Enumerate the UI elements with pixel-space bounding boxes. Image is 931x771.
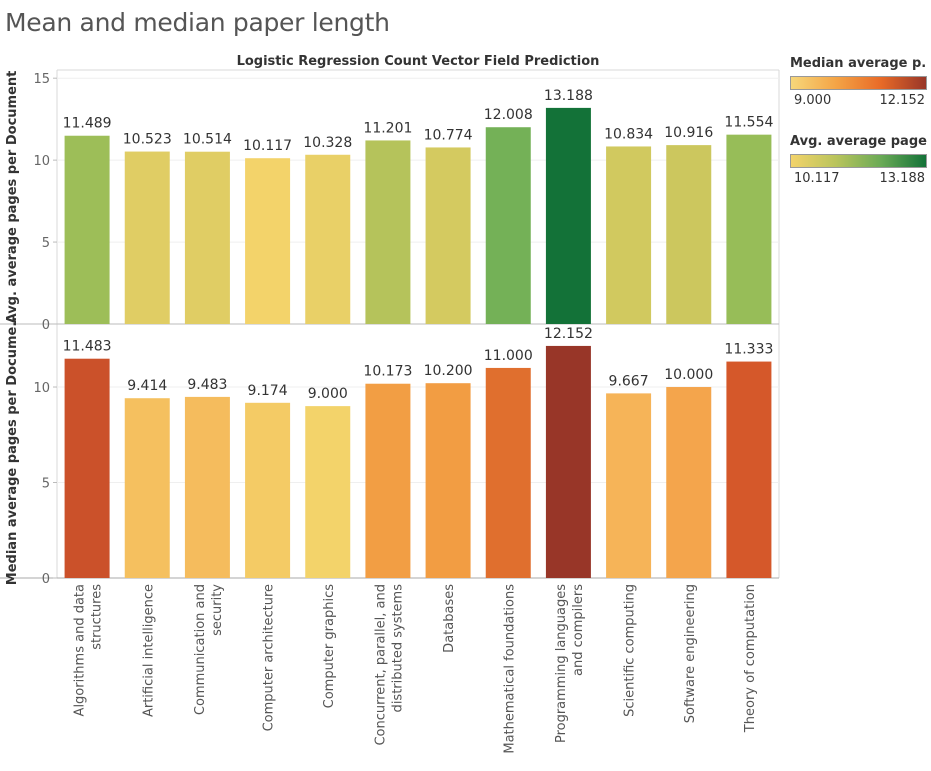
- x-category-label: Databases: [442, 584, 457, 653]
- bar-value-label: 11.333: [724, 342, 773, 358]
- bar-value-label: 10.117: [243, 138, 292, 154]
- bar: [64, 135, 110, 324]
- y-tick-label: 10: [33, 154, 50, 169]
- x-category-label: Computer graphics: [322, 584, 337, 709]
- bar-value-label: 13.188: [544, 88, 593, 104]
- bar-value-label: 11.201: [363, 120, 412, 136]
- bar-value-label: 10.834: [604, 126, 653, 142]
- bar: [726, 134, 772, 324]
- bar-value-label: 11.554: [724, 115, 773, 131]
- bar-value-label: 9.000: [308, 386, 348, 402]
- bar-value-label: 10.514: [183, 132, 232, 148]
- bar-value-label: 11.000: [484, 348, 533, 364]
- bar: [184, 396, 230, 578]
- legend-median-max: 12.152: [879, 93, 926, 108]
- bar-value-label: 10.916: [664, 125, 713, 141]
- legend-average-title: Avg. average page..: [790, 134, 927, 149]
- bar: [305, 154, 351, 324]
- legend-median-title: Median average p..: [790, 56, 927, 71]
- bar-value-label: 10.328: [303, 135, 352, 151]
- bar: [606, 146, 652, 324]
- bar-value-label: 9.483: [187, 377, 227, 393]
- bar-value-label: 10.523: [123, 132, 172, 148]
- x-category-label: Mathematical foundations: [502, 584, 517, 754]
- bar-value-label: 10.173: [363, 364, 412, 380]
- bar: [485, 127, 531, 324]
- bar: [545, 345, 591, 578]
- legend-average-gradient: [790, 154, 927, 168]
- chart-title: Logistic Regression Count Vector Field P…: [237, 54, 600, 69]
- y-tick-label: 5: [42, 236, 50, 251]
- bar-value-label: 11.489: [63, 116, 112, 132]
- bar: [726, 361, 772, 578]
- legend-average-max: 13.188: [879, 171, 926, 186]
- bar-value-label: 10.200: [424, 363, 473, 379]
- x-category-label: Artificial intelligence: [141, 584, 156, 717]
- legend-average-min: 10.117: [794, 171, 840, 186]
- bar: [305, 406, 351, 578]
- bar-value-label: 12.008: [484, 107, 533, 123]
- bar: [425, 383, 471, 578]
- bar-value-label: 11.483: [63, 339, 112, 355]
- x-category-label: Programming languages: [554, 584, 569, 743]
- x-category-label: Scientific computing: [623, 584, 638, 717]
- bar: [545, 107, 591, 325]
- legend-average: Avg. average page.. 10.117 13.188: [790, 134, 927, 186]
- bar: [245, 402, 291, 578]
- bar: [245, 158, 291, 324]
- bar: [365, 383, 411, 578]
- bar: [666, 145, 712, 324]
- y-tick-label: 0: [42, 318, 50, 333]
- legend-median-min: 9.000: [794, 93, 832, 108]
- bar: [666, 387, 712, 578]
- x-category-label: security: [210, 584, 225, 636]
- y-axis-label: Median average pages per Docume..: [5, 317, 20, 585]
- x-category-label: structures: [90, 584, 105, 650]
- bar: [124, 151, 170, 324]
- x-category-label: distributed systems: [390, 584, 405, 713]
- y-axis-label: Avg. average pages per Document: [5, 71, 20, 324]
- bar: [64, 358, 110, 578]
- bar-value-label: 12.152: [544, 326, 593, 342]
- bar-value-label: 9.174: [248, 383, 288, 399]
- bar: [425, 147, 471, 324]
- bar: [124, 398, 170, 578]
- legend-median-gradient: [790, 76, 927, 90]
- bar: [606, 393, 652, 578]
- bar-value-label: 10.774: [424, 127, 473, 143]
- y-tick-label: 10: [33, 381, 50, 396]
- bar: [184, 151, 230, 324]
- x-category-label: Software engineering: [683, 584, 698, 723]
- bar-value-label: 9.667: [609, 373, 649, 389]
- y-tick-label: 15: [33, 72, 50, 87]
- bar-value-label: 10.000: [664, 367, 713, 383]
- x-category-label: Concurrent, parallel, and: [373, 584, 388, 746]
- x-category-label: Communication and: [193, 584, 208, 715]
- bar: [365, 140, 411, 324]
- x-category-label: Computer architecture: [262, 584, 277, 731]
- x-category-label: Theory of computation: [743, 584, 758, 733]
- y-tick-label: 5: [42, 477, 50, 492]
- page-title: Mean and median paper length: [5, 8, 390, 37]
- bar: [485, 367, 531, 578]
- bar-value-label: 9.414: [127, 378, 167, 394]
- legend-median: Median average p.. 9.000 12.152: [790, 56, 927, 108]
- y-tick-label: 0: [42, 572, 50, 587]
- x-category-label: Algorithms and data: [73, 584, 88, 716]
- x-category-label: and compilers: [571, 584, 586, 676]
